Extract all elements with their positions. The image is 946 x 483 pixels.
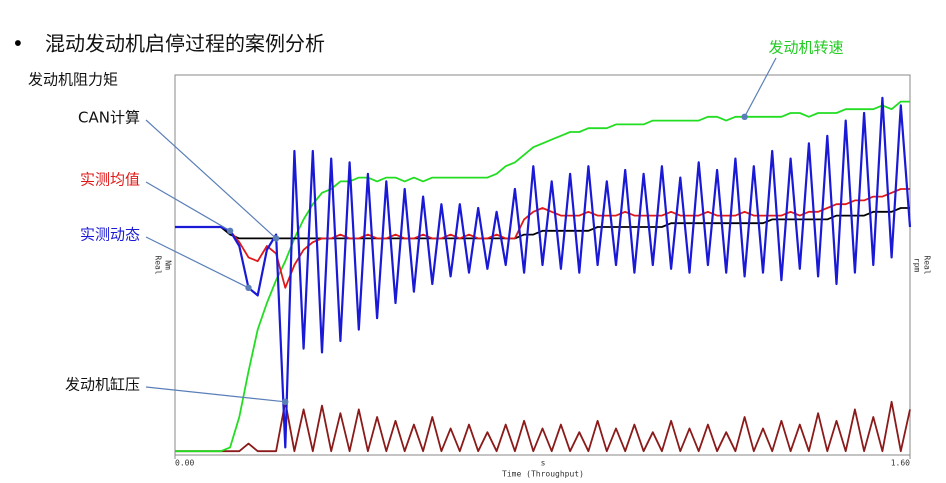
bullet: • <box>12 32 24 56</box>
series-label: CAN计算 <box>78 109 140 127</box>
plot-frame <box>174 74 911 456</box>
series-line <box>175 400 911 453</box>
leader-dot <box>741 113 748 121</box>
y-axis-label: Nm <box>164 260 173 270</box>
leader-dot <box>272 235 280 242</box>
leader-dot <box>282 398 289 405</box>
series-label: 发动机转速 <box>768 39 843 57</box>
leader-line <box>145 236 249 289</box>
y2-axis-label: Real <box>923 255 932 274</box>
series-line <box>175 207 910 240</box>
series-label: 实测均值 <box>80 171 140 189</box>
series-label: 实测动态 <box>80 226 140 244</box>
leader-line <box>145 386 286 403</box>
slide-title: 混动发动机启停过程的案例分析 <box>45 32 325 56</box>
leader-line <box>145 181 231 232</box>
x-tick-label: 0.00 <box>175 459 194 468</box>
series-line <box>175 96 912 449</box>
leader-dot <box>226 227 234 234</box>
leader-line <box>145 119 277 239</box>
y-axis-label: Real <box>154 255 163 274</box>
leader-line <box>744 57 777 118</box>
y2-axis-label: rpm <box>913 258 922 273</box>
series-label: 发动机缸压 <box>65 376 140 394</box>
annotation: 发动机阻力矩 <box>28 71 118 89</box>
x-tick-label: 1.60 <box>891 459 910 468</box>
x-unit: s <box>541 459 546 468</box>
x-axis-label: Time (Throughput) <box>502 470 584 479</box>
leader-dot <box>245 284 252 291</box>
